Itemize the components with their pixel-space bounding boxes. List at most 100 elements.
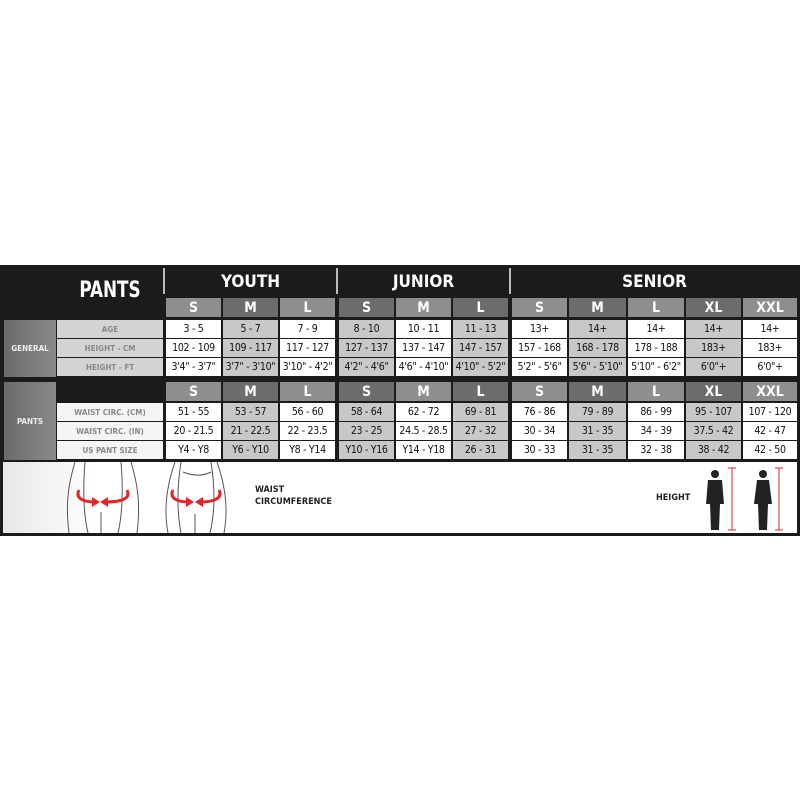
table-cell: 32 - 38 xyxy=(628,441,684,459)
size-header-youth-l: L xyxy=(280,382,335,401)
table-cell: 157 - 168 xyxy=(512,339,567,357)
table-cell: Y4 - Y8 xyxy=(166,441,221,459)
table-cell: Y14 - Y18 xyxy=(396,441,451,459)
table-cell: 5'10" - 6'2" xyxy=(628,358,684,376)
table-cell: 6'0"+ xyxy=(686,358,741,376)
size-header-youth-s: S xyxy=(166,382,221,401)
group-divider xyxy=(163,268,165,294)
table-cell: 86 - 99 xyxy=(628,403,684,421)
table-cell: Y8 - Y14 xyxy=(280,441,335,459)
waist-figures-icon xyxy=(66,462,227,533)
size-header-senior-s: S xyxy=(512,298,567,317)
table-cell: 102 - 109 xyxy=(166,339,221,357)
table-cell: 30 - 34 xyxy=(512,422,567,440)
size-header-junior-m: M xyxy=(396,298,451,317)
table-cell: 3'10" - 4'2" xyxy=(280,358,335,376)
table-cell: 147 - 157 xyxy=(453,339,508,357)
row-label: WAIST CIRC. (IN) xyxy=(57,422,163,440)
size-header-junior-s: S xyxy=(339,298,394,317)
table-cell: 34 - 39 xyxy=(628,422,684,440)
table-cell: Y10 - Y16 xyxy=(339,441,394,459)
table-cell: 30 - 33 xyxy=(512,441,567,459)
table-cell: 3'7" - 3'10" xyxy=(223,358,278,376)
row-label: AGE xyxy=(57,320,163,338)
size-header-youth-m: M xyxy=(223,298,278,317)
waist-label-line1: WAIST xyxy=(255,485,285,495)
table-cell: 11 - 13 xyxy=(453,320,508,338)
table-cell: 27 - 32 xyxy=(453,422,508,440)
table-cell: 56 - 60 xyxy=(280,403,335,421)
section-label-general: GENERAL xyxy=(4,320,56,377)
size-header-senior-xxl: XXL xyxy=(743,382,797,401)
group-divider xyxy=(336,268,338,294)
table-cell: 62 - 72 xyxy=(396,403,451,421)
table-cell: 31 - 35 xyxy=(569,422,626,440)
size-header-junior-m: M xyxy=(396,382,451,401)
size-header-junior-l: L xyxy=(453,382,508,401)
row-label: HEIGHT - CM xyxy=(57,339,163,357)
table-cell: 42 - 50 xyxy=(743,441,797,459)
size-header-senior-xl: XL xyxy=(686,298,741,317)
size-header-senior-s: S xyxy=(512,382,567,401)
waist-circumference-label: WAIST CIRCUMFERENCE xyxy=(255,484,332,508)
table-cell: 127 - 137 xyxy=(339,339,394,357)
table-cell: 20 - 21.5 xyxy=(166,422,221,440)
table-cell: 79 - 89 xyxy=(569,403,626,421)
table-cell: 5'6" - 5'10" xyxy=(569,358,626,376)
table-cell: 24.5 - 28.5 xyxy=(396,422,451,440)
table-cell: 38 - 42 xyxy=(686,441,741,459)
row-label: WAIST CIRC. (CM) xyxy=(57,403,163,421)
group-divider xyxy=(509,268,511,294)
height-figures-icon xyxy=(706,467,783,531)
table-cell: 21 - 22.5 xyxy=(223,422,278,440)
row-label: HEIGHT - FT xyxy=(57,358,163,376)
size-header-youth-s: S xyxy=(166,298,221,317)
table-cell: 5'2" - 5'6" xyxy=(512,358,567,376)
table-cell: 4'2" - 4'6" xyxy=(339,358,394,376)
group-header-junior: JUNIOR xyxy=(392,272,455,292)
table-cell: 137 - 147 xyxy=(396,339,451,357)
table-cell: 178 - 188 xyxy=(628,339,684,357)
table-cell: 10 - 11 xyxy=(396,320,451,338)
table-cell: 51 - 55 xyxy=(166,403,221,421)
size-header-junior-l: L xyxy=(453,298,508,317)
table-cell: 183+ xyxy=(686,339,741,357)
table-cell: 95 - 107 xyxy=(686,403,741,421)
table-cell: 23 - 25 xyxy=(339,422,394,440)
size-header-senior-l: L xyxy=(628,298,684,317)
table-cell: 183+ xyxy=(743,339,797,357)
section-label-pants: PANTS xyxy=(4,382,56,460)
table-cell: 14+ xyxy=(686,320,741,338)
table-cell: 8 - 10 xyxy=(339,320,394,338)
table-cell: 109 - 117 xyxy=(223,339,278,357)
table-cell: 6'0"+ xyxy=(743,358,797,376)
group-header-youth: YOUTH xyxy=(220,272,281,292)
table-cell: 4'10" - 5'2" xyxy=(453,358,508,376)
group-header-senior: SENIOR xyxy=(622,272,687,292)
size-header-senior-l: L xyxy=(628,382,684,401)
table-cell: 26 - 31 xyxy=(453,441,508,459)
table-cell: 13+ xyxy=(512,320,567,338)
table-cell: 42 - 47 xyxy=(743,422,797,440)
table-cell: 69 - 81 xyxy=(453,403,508,421)
table-cell: 5 - 7 xyxy=(223,320,278,338)
size-header-youth-m: M xyxy=(223,382,278,401)
size-header-senior-m: M xyxy=(569,298,626,317)
table-cell: 7 - 9 xyxy=(280,320,335,338)
table-cell: 117 - 127 xyxy=(280,339,335,357)
table-cell: 168 - 178 xyxy=(569,339,626,357)
table-cell: 37.5 - 42 xyxy=(686,422,741,440)
table-cell: 31 - 35 xyxy=(569,441,626,459)
table-cell: 22 - 23.5 xyxy=(280,422,335,440)
table-cell: 53 - 57 xyxy=(223,403,278,421)
size-header-junior-s: S xyxy=(339,382,394,401)
table-cell: 76 - 86 xyxy=(512,403,567,421)
height-label: HEIGHT xyxy=(656,493,691,503)
waist-label-line2: CIRCUMFERENCE xyxy=(255,497,332,507)
size-header-senior-xl: XL xyxy=(686,382,741,401)
table-cell: Y6 - Y10 xyxy=(223,441,278,459)
table-cell: 107 - 120 xyxy=(743,403,797,421)
table-cell: 3 - 5 xyxy=(166,320,221,338)
chart-title: PANTS xyxy=(79,277,141,303)
size-header-senior-xxl: XXL xyxy=(743,298,797,317)
